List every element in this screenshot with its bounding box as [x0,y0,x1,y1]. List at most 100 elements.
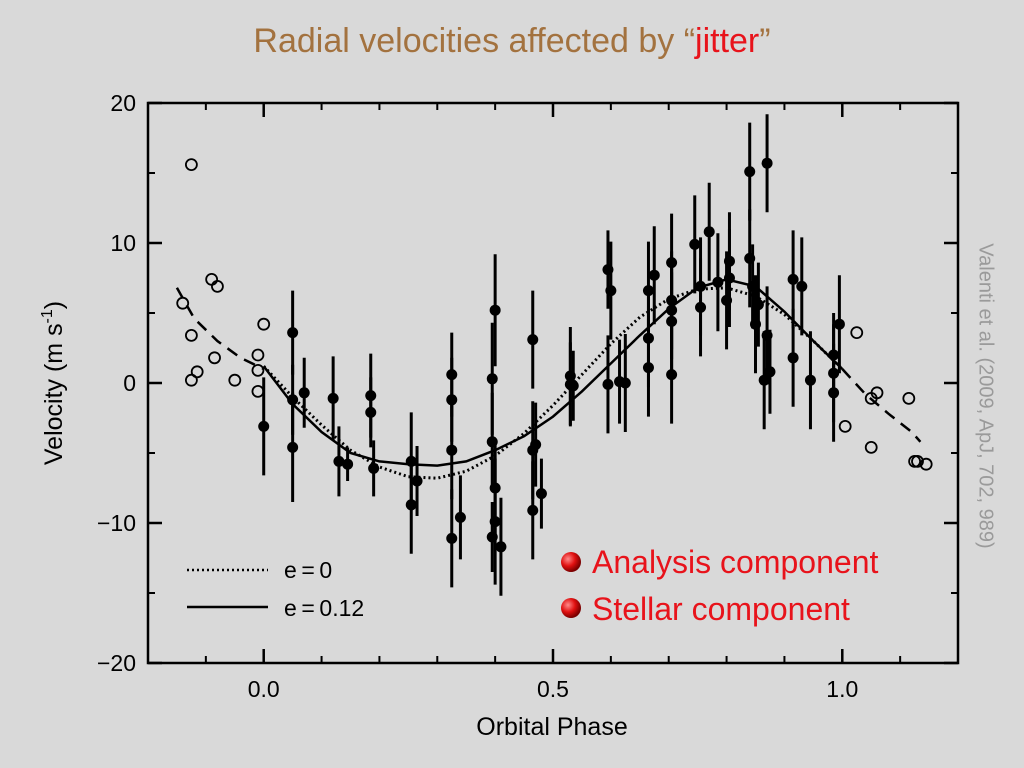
data-point-filled [486,531,498,543]
data-point-filled [828,367,840,379]
data-point-open [257,317,271,331]
data-point-filled [764,366,776,378]
data-point-filled [695,301,707,313]
y-axis-title: Velocity (m s-1) [39,301,68,465]
data-point-filled [787,273,799,285]
data-point-filled [333,455,345,467]
data-point-filled [642,285,654,297]
data-point-filled [602,264,614,276]
data-point-filled [750,318,761,330]
title-quote-close: ” [759,22,771,60]
x-tick-label: 1.0 [826,676,858,702]
data-point-filled [489,482,501,494]
tick-labels-layer: 0.0 0.5 1.0 −20 −10 0 10 20 [97,90,858,702]
data-point-filled [454,511,466,523]
data-point-filled [761,329,773,341]
data-point-filled [564,370,576,382]
data-point-filled [761,157,773,169]
data-point-filled [828,387,840,399]
data-point-filled [527,504,539,516]
bullet-icon [561,552,581,572]
data-point-open [211,279,224,293]
data-point-filled [744,166,756,178]
data-point-filled [619,377,631,389]
ticks-layer [147,101,959,665]
curves-layer [175,278,922,480]
data-point-filled [446,369,458,381]
data-point-filled [744,252,756,264]
y-tick-label: −10 [97,510,136,536]
data-point-open [205,272,219,286]
data-point-filled [833,318,845,330]
y-axis-title-sup: -1 [39,309,56,323]
data-point-filled [535,488,547,500]
data-point-filled [642,362,654,374]
data-point-filled [287,441,299,453]
y-axis-title-close: ) [40,301,68,309]
data-point-filled [758,374,770,386]
data-point-filled [446,444,458,456]
data-point-filled [689,238,701,250]
data-point-filled [365,390,377,402]
data-point-filled [530,439,542,451]
data-point-filled [648,269,660,281]
data-point-open [184,373,198,387]
data-point-filled [342,458,354,470]
data-point-filled [723,255,735,267]
data-point-filled [804,374,816,386]
data-point-filled [368,462,380,474]
component-labels: Analysis component Stellar component [561,544,878,627]
y-tick-label: −20 [97,650,136,676]
x-tick-label: 0.5 [537,676,569,702]
data-point-open [838,419,852,433]
data-point-filled [642,332,654,344]
curve-dashed-right [841,368,922,443]
points-layer [176,157,933,553]
analysis-component-label: Analysis component [592,544,878,580]
data-point-filled [695,280,707,292]
bullet-icon [561,598,581,618]
data-point-filled [365,406,377,418]
data-point-filled [446,532,458,544]
data-point-open [864,440,878,454]
data-point-filled [747,280,759,292]
data-point-open [870,386,884,400]
data-point-filled [405,499,417,511]
data-point-filled [287,327,299,339]
data-point-filled [527,334,539,346]
data-point-open [208,351,221,365]
data-point-filled [489,304,501,316]
title-highlight: jitter [695,22,760,60]
y-axis-title-base: Velocity (m s [40,323,68,465]
data-point-filled [486,373,498,385]
curve-dashed [175,287,265,371]
data-point-filled [287,394,299,406]
data-point-open [911,454,924,468]
data-point-filled [602,378,614,390]
data-point-filled [712,276,724,288]
data-point-filled [723,272,735,284]
data-point-filled [405,455,417,467]
x-axis-title: Orbital Phase [476,713,627,741]
x-tick-label: 0.0 [248,676,280,702]
title-quote-open: “ [683,22,696,60]
data-point-filled [486,436,498,448]
data-point-filled [489,516,501,528]
data-point-open [184,328,198,342]
slide-title: Radial velocities affected by “jitter” [0,22,1024,61]
title-main: Radial velocities affected by [253,22,684,60]
data-point-open [176,296,190,310]
data-point-open [251,384,265,398]
data-point-filled [258,420,270,432]
data-point-open [919,457,933,471]
data-point-open [251,363,265,377]
data-point-filled [411,475,423,487]
data-point-filled [446,394,458,406]
data-point-filled [721,294,733,306]
y-tick-label: 10 [110,230,136,256]
data-point-filled [327,392,339,404]
data-point-filled [828,349,840,361]
data-point-filled [787,352,799,364]
data-point-filled [666,294,678,306]
